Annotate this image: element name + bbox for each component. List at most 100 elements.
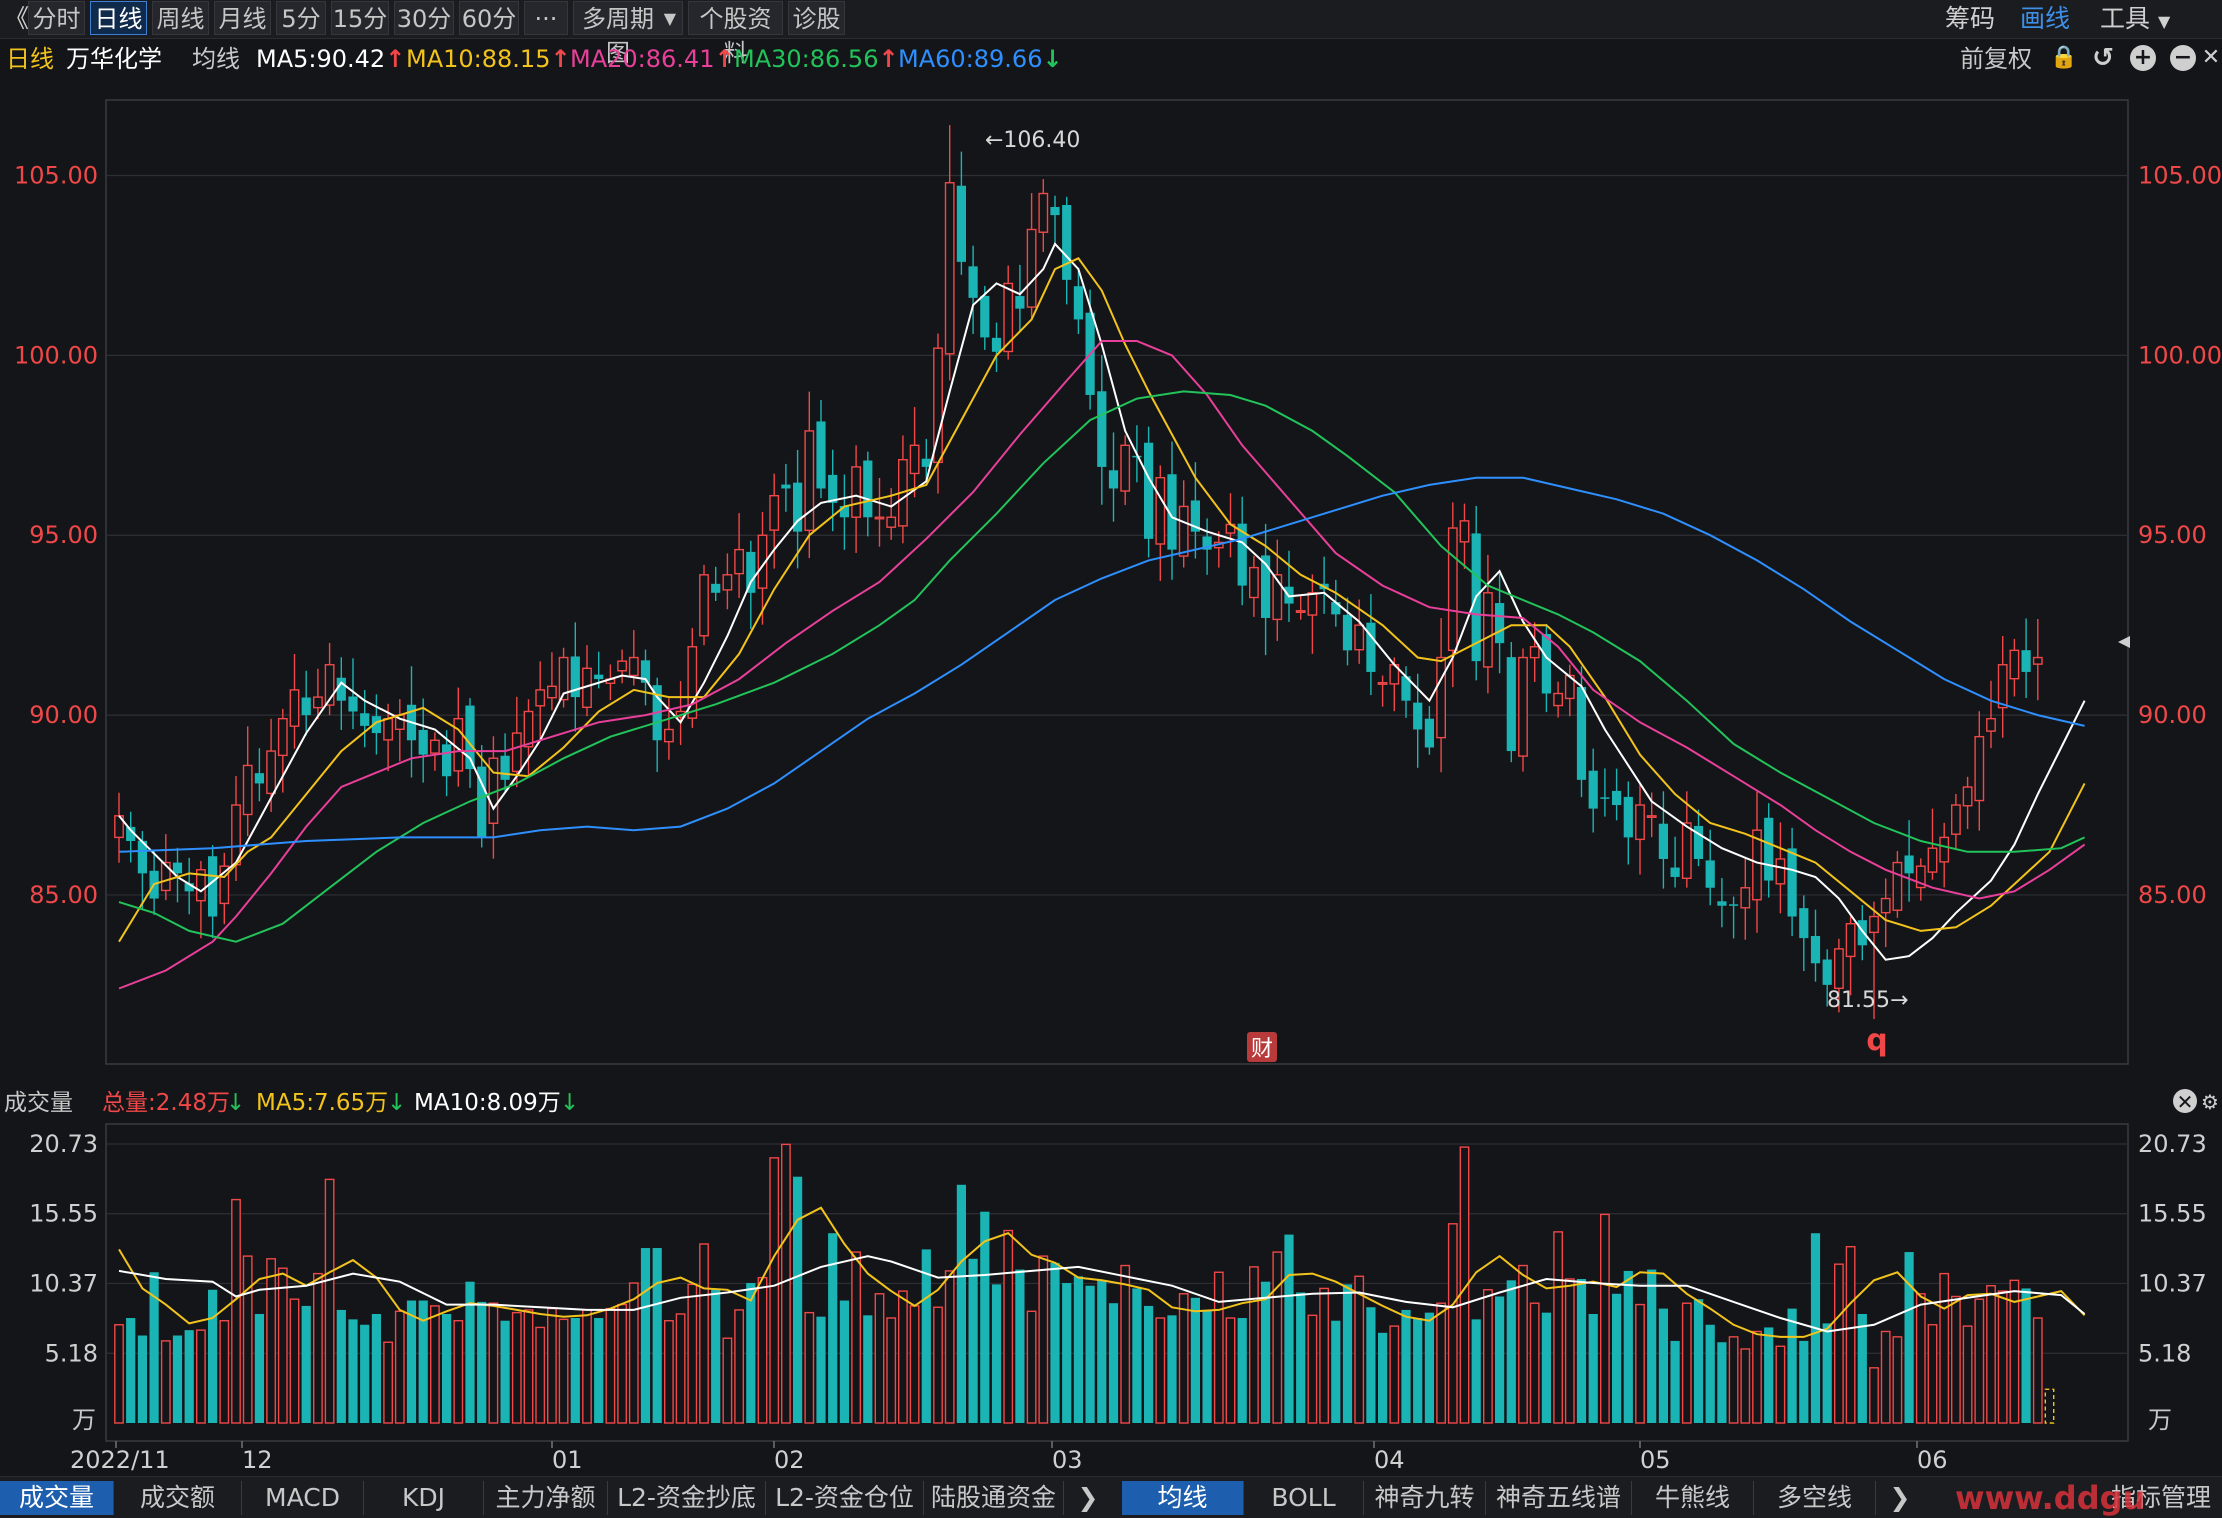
scroll-right-icon[interactable]: ❯ [1077, 1483, 1099, 1512]
volume-bar [1681, 1302, 1692, 1424]
volume-bar [1670, 1340, 1680, 1423]
price-axis-left: 105.00 100.00 95.00 90.00 85.00 [14, 162, 98, 909]
tab-5min[interactable]: 5分 [276, 1, 326, 35]
zoom-in-icon[interactable]: + [2130, 45, 2156, 71]
candle-body [313, 696, 323, 709]
volume-tick-label: 15.55 [29, 1200, 98, 1228]
volume-bar [2021, 1288, 2031, 1423]
volume-bar [874, 1293, 885, 1424]
volume-bar [1775, 1345, 1786, 1424]
candle-body [1681, 822, 1692, 879]
candle-body [956, 185, 966, 262]
volume-bar [1705, 1324, 1715, 1423]
finance-badge[interactable] [1247, 1032, 1277, 1062]
volume-bar [242, 1255, 253, 1424]
volume-panel-frame [105, 1123, 2129, 1442]
tab-l2-position[interactable]: L2-资金仓位 [766, 1481, 924, 1515]
volume-bar [687, 1283, 698, 1424]
ma5-value: MA5:90.42↑ [256, 45, 406, 73]
tab-magic-nine[interactable]: 神奇九转 [1364, 1481, 1486, 1515]
tab-intraday[interactable]: 分时 [28, 1, 85, 35]
tab-bull-bear[interactable]: 牛熊线 [1632, 1481, 1754, 1515]
volume-bar [1331, 1320, 1341, 1423]
tab-ma[interactable]: 均线 [1122, 1481, 1244, 1515]
collapse-icon[interactable]: 《 [4, 4, 30, 33]
candle-body [1307, 592, 1318, 616]
scroll-right-icon[interactable]: ❯ [1889, 1483, 1911, 1512]
zoom-out-icon[interactable]: − [2170, 45, 2196, 71]
tools-button[interactable]: 工具 ▼ [2100, 0, 2180, 38]
candle-body [1833, 948, 1844, 990]
volume-bar [1857, 1313, 1867, 1423]
tab-long-short[interactable]: 多空线 [1754, 1481, 1876, 1515]
volume-bar [1506, 1280, 1516, 1423]
tab-60min[interactable]: 60分 [459, 1, 519, 35]
diagnose-button[interactable]: 诊股 [788, 1, 845, 35]
volume-bar [1623, 1270, 1633, 1423]
multi-period-label: 多周期图 [582, 5, 654, 67]
q-marker[interactable]: q [1866, 1023, 1887, 1058]
chip-button[interactable]: 筹码 [1945, 4, 1996, 33]
price-grid [106, 174, 2128, 896]
volume-bar [1038, 1255, 1049, 1424]
candle-body [1810, 936, 1821, 964]
ma-label: 均线 [192, 45, 240, 73]
volume-bar [570, 1318, 580, 1423]
volume-bar [360, 1324, 370, 1423]
settings-icon[interactable]: ⚙ [2201, 1090, 2219, 1114]
undo-icon[interactable]: ↺ [2092, 43, 2114, 73]
candle-body [1097, 391, 1107, 467]
indicator-manage-button[interactable]: 指标管理 [2110, 1483, 2211, 1512]
volume-bar [1144, 1305, 1154, 1423]
candle-body [1553, 692, 1564, 707]
candle-body [1787, 848, 1797, 917]
more-periods-button[interactable]: ··· [524, 1, 568, 35]
candle-body [523, 710, 534, 748]
volume-bar [1436, 1302, 1447, 1424]
volume-bar [839, 1300, 849, 1423]
volume-bar [921, 1249, 931, 1423]
volume-bar [1225, 1317, 1236, 1424]
volume-bar [301, 1305, 311, 1423]
stock-profile-button[interactable]: 个股资料 [688, 1, 783, 67]
volume-bar [898, 1290, 908, 1424]
tab-kdj[interactable]: KDJ [364, 1481, 484, 1515]
tab-northbound[interactable]: 陆股通资金 [924, 1481, 1064, 1515]
volume-bar [172, 1335, 183, 1423]
candle-body [1600, 797, 1610, 799]
tab-boll[interactable]: BOLL [1244, 1481, 1364, 1515]
candle-body [1506, 657, 1516, 752]
volume-bar [804, 1311, 815, 1424]
candle-body [1962, 786, 1973, 807]
tab-macd[interactable]: MACD [242, 1481, 364, 1515]
close-volume-icon[interactable] [2173, 1089, 2197, 1113]
candle-body [804, 430, 815, 532]
draw-button[interactable]: 画线 [2020, 4, 2071, 33]
tab-volume[interactable]: 成交量 [0, 1481, 114, 1515]
tab-monthly[interactable]: 月线 [214, 1, 271, 35]
settings-icon[interactable]: ✕ [2201, 45, 2221, 70]
tab-30min[interactable]: 30分 [394, 1, 454, 35]
candle-body [1272, 574, 1283, 621]
volume-bar [523, 1309, 534, 1424]
multi-period-button[interactable]: 多周期图 ▼ [573, 1, 683, 67]
kline-chart[interactable]: 105.00 100.00 95.00 90.00 85.00 105.00 100.00… [0, 78, 2222, 1476]
candle-body [1050, 206, 1060, 216]
lock-icon[interactable]: 🔒 [2050, 45, 2078, 70]
tab-turnover[interactable]: 成交额 [114, 1481, 242, 1515]
tab-weekly[interactable]: 周线 [152, 1, 209, 35]
volume-bar [1401, 1309, 1411, 1423]
tab-l2-bottom[interactable]: L2-资金抄底 [608, 1481, 766, 1515]
tab-15min[interactable]: 15分 [331, 1, 389, 35]
tab-main-net[interactable]: 主力净额 [484, 1481, 608, 1515]
candle-body [769, 494, 780, 531]
volume-bar [418, 1300, 428, 1423]
volume-bar [1120, 1264, 1131, 1424]
candle-body [1459, 520, 1470, 543]
adjust-mode-button[interactable]: 前复权 [1960, 45, 2032, 73]
candle-body [172, 862, 183, 874]
volume-bar [1799, 1340, 1809, 1423]
tab-magic-five[interactable]: 神奇五线谱 [1486, 1481, 1632, 1515]
volume-bar [1647, 1269, 1657, 1423]
tab-daily[interactable]: 日线 [90, 1, 147, 35]
